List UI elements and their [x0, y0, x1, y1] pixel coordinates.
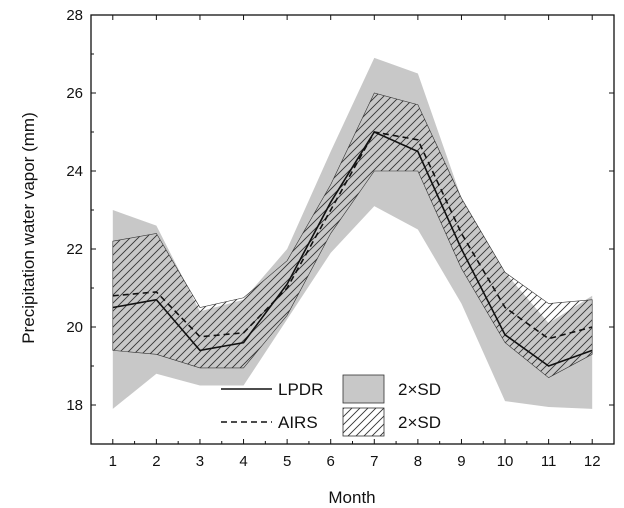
legend-swatch-airs-band: [342, 407, 385, 437]
line-airs: [112, 131, 593, 340]
x-tick-label: 9: [457, 453, 465, 470]
x-tick-label: 4: [239, 453, 247, 470]
y-tick-label: 26: [66, 85, 83, 102]
x-tick-label: 6: [327, 453, 335, 470]
x-tick-label: 12: [584, 453, 601, 470]
lines-layer: [112, 130, 593, 367]
y-axis-title: Precipitation water vapor (mm): [19, 112, 38, 343]
ticks-layer: [91, 14, 614, 445]
legend-swatch-lpdr-band: [342, 374, 385, 404]
y-tick-label: 22: [66, 241, 83, 258]
x-tick-label: 8: [414, 453, 422, 470]
y-tick-label: 28: [66, 7, 83, 24]
x-axis-title: Month: [328, 488, 375, 507]
x-tick-label: 10: [497, 453, 514, 470]
y-tick-label: 24: [66, 163, 83, 180]
x-tick-label: 7: [370, 453, 378, 470]
band-airs: [112, 92, 593, 379]
x-tick-label: 2: [152, 453, 160, 470]
x-tick-label: 11: [541, 453, 557, 470]
legend-label-lpdr-band: 2×SD: [398, 380, 441, 399]
legend-label-airs-band: 2×SD: [398, 413, 441, 432]
line-lpdr: [112, 130, 593, 367]
legend-label-airs: AIRS: [278, 413, 318, 432]
x-tick-label: 5: [283, 453, 291, 470]
legend-label-lpdr: LPDR: [278, 380, 323, 399]
x-tick-label: 3: [196, 453, 204, 470]
bands-layer: [112, 57, 593, 409]
legend: LPDR 2×SD AIRS 2×SD: [221, 374, 441, 437]
y-tick-label: 18: [66, 397, 83, 414]
x-tick-label: 1: [109, 453, 117, 470]
y-tick-label: 20: [66, 319, 83, 336]
